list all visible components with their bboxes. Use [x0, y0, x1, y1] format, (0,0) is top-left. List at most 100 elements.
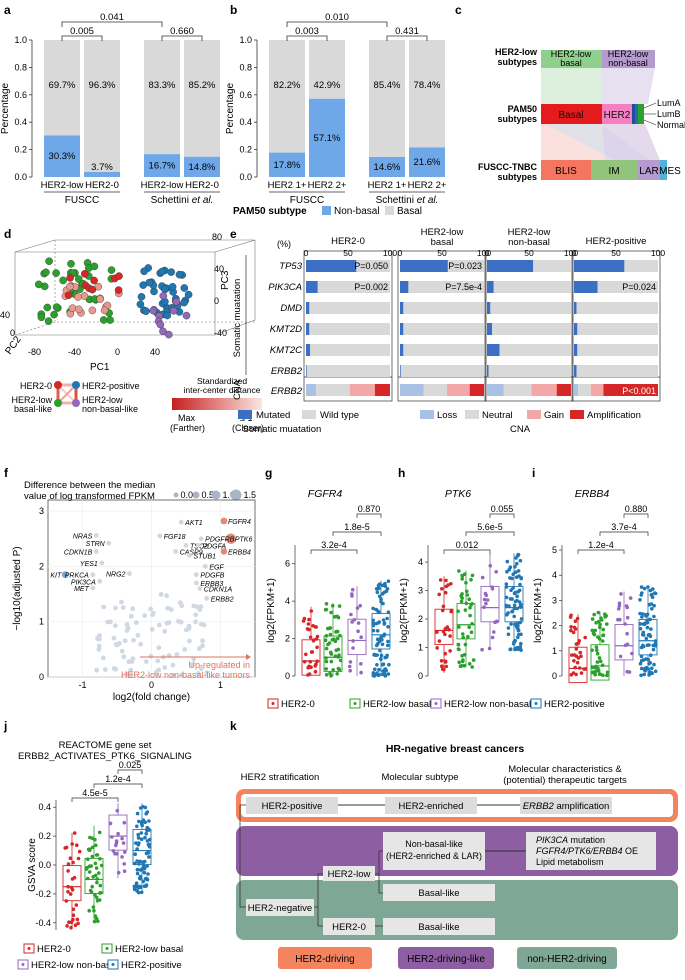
- f-point: [193, 619, 199, 625]
- f-point: [189, 662, 195, 667]
- box-point: [122, 862, 126, 866]
- box-point: [573, 665, 577, 670]
- box-point: [516, 589, 520, 594]
- box-point: [349, 612, 353, 617]
- box-point: [93, 893, 97, 897]
- box-point: [371, 671, 376, 675]
- panel-k-diagram: HR-negative breast cancers HER2 stratifi…: [236, 743, 678, 969]
- p1-bracket: [577, 549, 625, 554]
- box-point: [457, 569, 461, 573]
- e-mutated-bar: [574, 281, 598, 293]
- box-ytick-label: 1: [418, 643, 423, 653]
- box-point: [92, 908, 96, 913]
- f-ylabel: −log10(adjusted P): [12, 546, 23, 630]
- box-point: [444, 584, 449, 589]
- f-gene-point: [99, 560, 105, 566]
- box-point: [639, 645, 644, 650]
- box-point: [147, 855, 151, 859]
- basal-pct-label: 69.7%: [49, 80, 76, 91]
- f-point: [138, 641, 144, 647]
- k-enriched-text: HER2-enriched: [399, 801, 464, 812]
- e-gene-label: KMT2D: [270, 324, 302, 335]
- legend-nonbasal-swatch: [322, 206, 331, 215]
- e-pvalue: P=0.023: [448, 261, 482, 271]
- f-gene-label: CDKN1B: [64, 549, 93, 556]
- box-point: [515, 606, 519, 611]
- box-point: [347, 664, 352, 669]
- e-mutated-bar: [306, 302, 310, 314]
- box-point: [512, 606, 517, 610]
- k-box-neg: [246, 899, 314, 916]
- e-mutated-bar: [574, 260, 625, 272]
- e-cna-bar: [306, 384, 317, 396]
- sankey-label-her2-low-nonbasal: HER2-low non-basal: [608, 49, 649, 68]
- box-point: [460, 573, 464, 578]
- box-point: [142, 864, 146, 869]
- legend-dot: [21, 963, 25, 966]
- box-point: [639, 673, 643, 678]
- box-point: [495, 619, 499, 624]
- k-legend-non-driving-text: non-HER2-driving: [527, 954, 606, 965]
- bar-basal: [269, 40, 305, 153]
- pca-point: [158, 267, 166, 276]
- box-point: [136, 886, 141, 890]
- box-point: [480, 575, 485, 580]
- box-point: [114, 843, 118, 848]
- f-point: [128, 667, 134, 673]
- box-point: [336, 666, 341, 671]
- box-point: [594, 645, 599, 649]
- x-tick-label: HER2 2+: [308, 180, 347, 191]
- f-point: [131, 637, 136, 643]
- p-right-pvalue: 0.660: [170, 26, 194, 37]
- box-point: [66, 862, 71, 866]
- box-point: [569, 625, 573, 629]
- box-point: [358, 603, 363, 608]
- box-point: [641, 612, 645, 616]
- box-point: [90, 845, 95, 850]
- f-point: [168, 607, 174, 612]
- box-point: [378, 648, 382, 653]
- f-point: [148, 653, 154, 659]
- box-point: [639, 585, 644, 589]
- box-point: [302, 616, 307, 621]
- box-point: [71, 913, 76, 917]
- box-point: [308, 659, 313, 664]
- box-point: [74, 903, 79, 907]
- f-point: [200, 643, 205, 649]
- k-col-1: HER2 stratification: [241, 772, 320, 783]
- box-point: [509, 588, 513, 592]
- box-point: [64, 899, 69, 903]
- pca-point: [168, 282, 177, 291]
- box-point: [324, 607, 329, 612]
- k-col-3b: (potential) therapeutic targets: [503, 775, 627, 786]
- p1-pvalue: 1.2e-4: [588, 540, 614, 550]
- box-point: [138, 874, 143, 879]
- box-point: [324, 656, 328, 660]
- f-point: [119, 648, 125, 654]
- e-wildtype-bar: [624, 260, 658, 272]
- box-point: [135, 811, 140, 816]
- box-ytick-label: 3: [418, 586, 423, 596]
- y-tick-label: 0.4: [239, 117, 252, 127]
- box-point: [330, 604, 335, 608]
- box-point: [594, 621, 598, 625]
- box-point: [73, 923, 78, 927]
- box-point: [376, 620, 381, 625]
- box-point: [379, 599, 383, 604]
- box-point: [314, 625, 318, 629]
- e-wildtype-bar: [310, 344, 390, 356]
- box-point: [350, 594, 354, 598]
- f-point: [100, 655, 106, 661]
- f-point: [126, 659, 132, 665]
- box-point: [95, 877, 99, 881]
- e-tick: 100: [651, 248, 665, 258]
- box-point: [591, 665, 595, 670]
- k-box-amp: [520, 797, 612, 814]
- f-gene-point: [183, 542, 189, 548]
- box-point: [504, 603, 509, 608]
- box-point: [306, 622, 311, 626]
- panel-label-g: g: [265, 466, 272, 480]
- box-point: [89, 890, 94, 894]
- box-point: [351, 639, 355, 643]
- sankey-label-basal: Basal: [558, 110, 583, 121]
